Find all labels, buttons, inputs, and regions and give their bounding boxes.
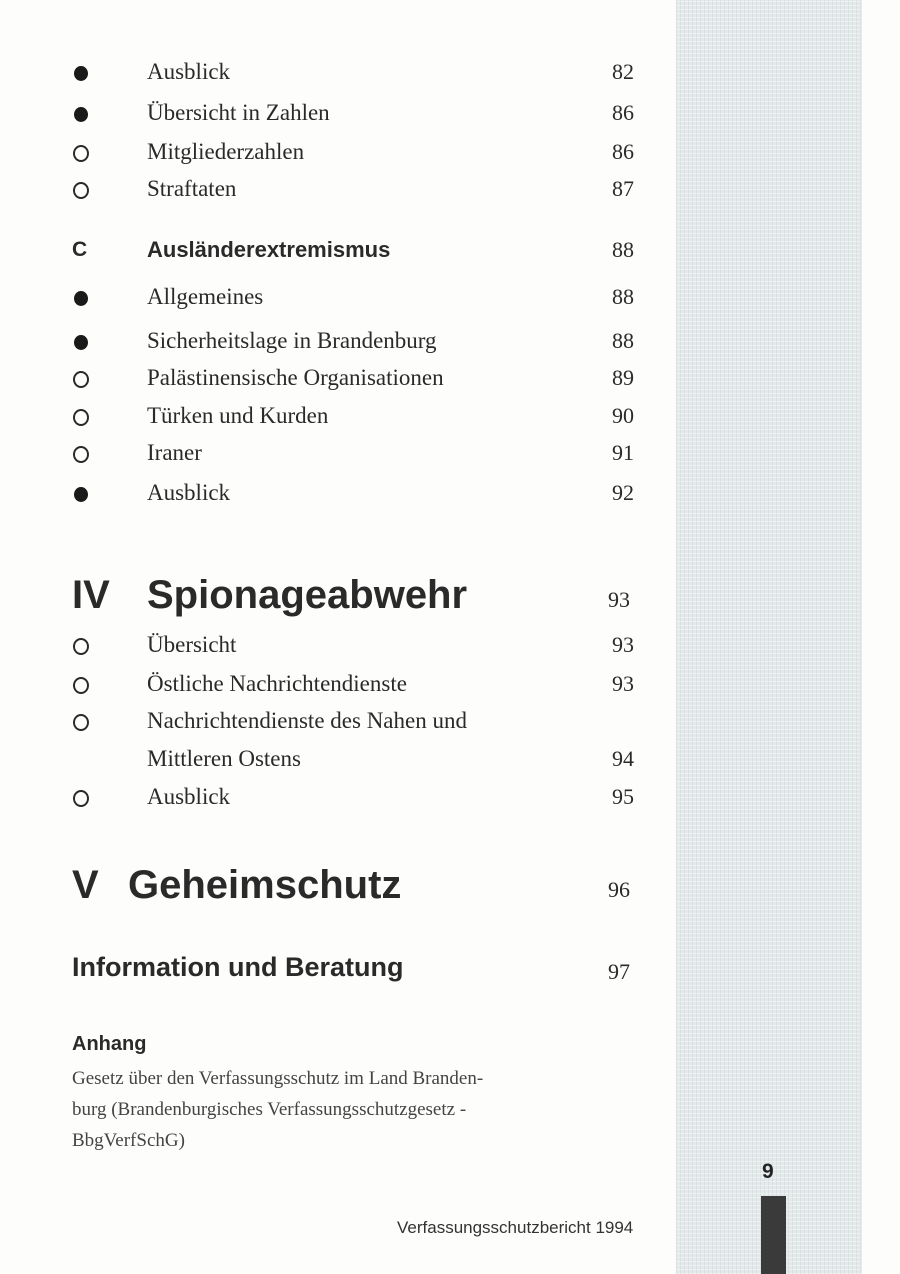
open-bullet-icon xyxy=(68,401,94,431)
page-ref: 86 xyxy=(612,100,634,125)
toc-entry[interactable]: Ausblick 82 xyxy=(0,57,640,87)
toc-entry[interactable]: Nachrichtendienste des Nahen und xyxy=(0,706,640,736)
entry-label: Mittleren Ostens xyxy=(147,746,301,771)
toc-entry[interactable]: Östliche Nachrichtendienste 93 xyxy=(0,669,640,699)
toc-entry[interactable]: Übersicht in Zahlen 86 xyxy=(0,98,640,128)
anhang-line: burg (Brandenburgisches Verfassungsschut… xyxy=(72,1099,467,1120)
section-title: Ausländerextremismus xyxy=(147,237,391,262)
anhang-line: Gesetz über den Verfassungsschutz im Lan… xyxy=(72,1068,484,1089)
toc-entry[interactable]: Sicherheitslage in Brandenburg 88 xyxy=(0,326,640,356)
page-ref: 87 xyxy=(612,176,634,201)
page-ref: 90 xyxy=(612,403,634,428)
toc-section-c[interactable]: C Ausländerextremismus 88 xyxy=(0,235,640,265)
entry-label: Sicherheitslage in Brandenburg xyxy=(147,328,437,353)
entry-label: Östliche Nachrichtendienste xyxy=(147,671,407,696)
entry-label: Allgemeines xyxy=(147,284,264,309)
section-title: Information und Beratung xyxy=(72,952,404,982)
entry-label: Nachrichtendienste des Nahen und xyxy=(147,708,467,733)
toc-entry[interactable]: Übersicht 93 xyxy=(0,630,640,660)
page-ref: 88 xyxy=(612,284,634,309)
page-ref: 89 xyxy=(612,365,634,390)
page-ref: 97 xyxy=(608,959,630,984)
open-bullet-icon xyxy=(68,438,94,468)
chapter-title: Geheimschutz xyxy=(128,863,402,907)
filled-bullet-icon xyxy=(68,57,94,87)
toc-entry[interactable]: Allgemeines 88 xyxy=(0,282,640,312)
open-bullet-icon xyxy=(68,669,94,699)
section-letter: C xyxy=(72,238,88,261)
page-ref: 94 xyxy=(612,746,634,771)
chapter-numeral: V xyxy=(72,863,99,907)
thumb-index-bar xyxy=(761,1196,786,1274)
anhang-title: Anhang xyxy=(72,1033,147,1055)
entry-label: Übersicht in Zahlen xyxy=(147,100,330,125)
toc-entry[interactable]: Türken und Kurden 90 xyxy=(0,401,640,431)
entry-label: Iraner xyxy=(147,440,202,465)
filled-bullet-icon xyxy=(68,282,94,312)
open-bullet-icon xyxy=(68,174,94,204)
page-ref: 91 xyxy=(612,440,634,465)
filled-bullet-icon xyxy=(68,326,94,356)
entry-label: Palästinensische Organisationen xyxy=(147,365,444,390)
page-ref: 93 xyxy=(612,632,634,657)
page-edge-strip xyxy=(676,0,862,1274)
toc-entry[interactable]: Mitgliederzahlen 86 xyxy=(0,137,640,167)
toc-entry[interactable]: Ausblick 95 xyxy=(0,782,640,812)
footer-title: Verfassungsschutzbericht 1994 xyxy=(397,1218,634,1237)
entry-label: Straftaten xyxy=(147,176,237,201)
open-bullet-icon xyxy=(68,137,94,167)
filled-bullet-icon xyxy=(68,98,94,128)
chapter-numeral: IV xyxy=(72,573,110,617)
page-ref: 93 xyxy=(612,671,634,696)
open-bullet-icon xyxy=(68,782,94,812)
open-bullet-icon xyxy=(68,630,94,660)
page-ref: 96 xyxy=(608,877,630,902)
toc-entry[interactable]: Straftaten 87 xyxy=(0,174,640,204)
open-bullet-icon xyxy=(68,706,94,736)
toc-entry[interactable]: Iraner 91 xyxy=(0,438,640,468)
entry-label: Ausblick xyxy=(147,480,231,505)
filled-bullet-icon xyxy=(68,478,94,508)
open-bullet-icon xyxy=(68,363,94,393)
page-ref: 86 xyxy=(612,139,634,164)
page-number: 9 xyxy=(762,1160,774,1183)
toc-entry[interactable]: Ausblick 92 xyxy=(0,478,640,508)
page-ref: 82 xyxy=(612,59,634,84)
page-ref: 93 xyxy=(608,587,630,612)
entry-label: Ausblick xyxy=(147,784,231,809)
page-ref: 95 xyxy=(612,784,634,809)
entry-label: Übersicht xyxy=(147,632,237,657)
page-ref: 88 xyxy=(612,328,634,353)
chapter-title: Spionageabwehr xyxy=(147,573,468,617)
toc-entry[interactable]: Palästinensische Organisationen 89 xyxy=(0,363,640,393)
entry-label: Mitgliederzahlen xyxy=(147,139,305,164)
toc-entry[interactable]: Mittleren Ostens 94 xyxy=(0,744,640,774)
page-ref: 88 xyxy=(612,237,634,262)
entry-label: Türken und Kurden xyxy=(147,403,329,428)
page-ref: 92 xyxy=(612,480,634,505)
anhang-line: BbgVerfSchG) xyxy=(72,1130,185,1151)
entry-label: Ausblick xyxy=(147,59,231,84)
